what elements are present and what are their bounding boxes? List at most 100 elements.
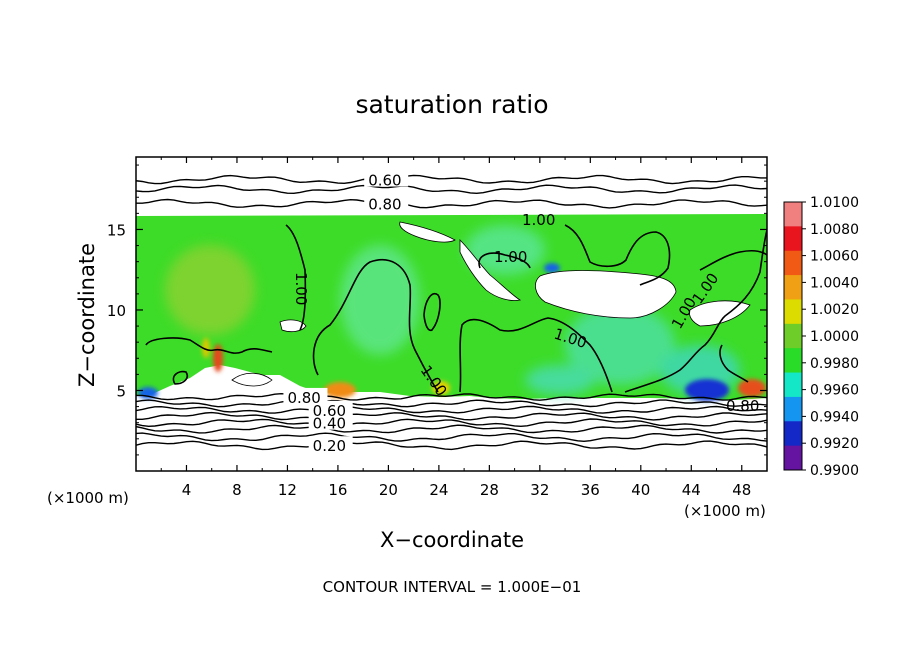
lower-contours <box>136 392 767 451</box>
contour-label: 0.40 <box>313 415 346 433</box>
white-hole <box>459 239 522 301</box>
x-unit-label: (×1000 m) <box>684 502 766 520</box>
contour-line <box>136 432 767 443</box>
colorbar-swatch <box>784 445 802 471</box>
contour-line <box>136 184 767 195</box>
colorbar-label: 1.0000 <box>810 329 859 345</box>
yellowish-patch <box>165 245 255 335</box>
y-axis-ticks: 5 10 15 <box>107 164 767 456</box>
contour-line <box>136 411 767 421</box>
yellow-patch <box>432 381 450 395</box>
white-hole <box>231 372 273 387</box>
colorbar-swatch <box>784 421 802 447</box>
contour-label: 0.80 <box>287 389 320 407</box>
x-tick-label: 12 <box>278 481 297 499</box>
contour-line <box>136 174 767 185</box>
contour-line <box>423 293 441 332</box>
colorbar-label: 1.0060 <box>810 249 859 265</box>
x-axis-label: X−coordinate <box>380 528 524 552</box>
colorbar-label: 1.0100 <box>810 195 859 211</box>
contour-line <box>136 440 767 451</box>
colorbar-label: 0.9900 <box>810 463 859 479</box>
upper-contours <box>136 174 767 209</box>
x-tick-label: 48 <box>732 481 751 499</box>
cyan-patch <box>340 245 420 355</box>
contour-label-backing <box>283 387 328 404</box>
contour-labels: 0.200.400.600.800.600.80 <box>283 170 409 455</box>
white-hole <box>399 221 456 243</box>
colorbar-label: 1.0080 <box>810 222 859 238</box>
contour-line <box>285 224 307 331</box>
contour-label-backing <box>308 413 353 430</box>
inline-contour-label: 1.00 <box>292 272 310 305</box>
y-tick-label: 15 <box>107 221 126 239</box>
contours-1.00 <box>145 224 767 393</box>
field-variations <box>165 225 740 395</box>
cyan-patch <box>565 305 675 385</box>
colorbar-label: 1.0040 <box>810 275 859 291</box>
colorbar-label: 1.0020 <box>810 302 859 318</box>
contour-line <box>136 405 767 414</box>
x-tick-label: 36 <box>581 481 600 499</box>
contour-line <box>312 259 439 393</box>
contour-line <box>145 337 273 354</box>
contour-line <box>699 249 767 271</box>
colorbar-swatch <box>784 226 802 252</box>
x-tick-label: 20 <box>379 481 398 499</box>
plot-frame <box>135 156 768 472</box>
cyan-patch <box>525 365 595 395</box>
red-patch <box>213 344 223 372</box>
colorbar-label: 0.9940 <box>810 409 859 425</box>
contour-line <box>136 424 767 434</box>
colorbar-swatch <box>784 202 802 227</box>
colorbar: 1.0100 1.0080 1.0060 1.0040 1.0020 1.0000 0.99… <box>783 195 859 479</box>
y-unit-label: (×1000 m) <box>47 489 129 507</box>
y-tick-label: 5 <box>116 382 126 400</box>
x-tick-label: 32 <box>530 481 549 499</box>
colorbar-swatch <box>784 372 802 398</box>
yellow-patch <box>202 338 210 358</box>
contour-line <box>564 224 671 286</box>
contour-label-backing <box>364 170 409 187</box>
inline-contour-label: 0.80 <box>726 397 759 415</box>
colorbar-swatch <box>784 250 802 276</box>
contour-label: 0.20 <box>313 437 346 455</box>
x-axis-ticks: 4 8 12 16 20 24 28 32 36 40 44 48 <box>160 157 751 499</box>
contour-label: 0.60 <box>368 172 401 190</box>
colorbar-label: 0.9920 <box>810 436 859 452</box>
orange-patch <box>324 382 356 398</box>
contour-line <box>624 229 767 393</box>
x-tick-label: 28 <box>480 481 499 499</box>
colorbar-label: 0.9980 <box>810 356 859 372</box>
contour-label-backing <box>364 194 409 211</box>
colorbar-swatch <box>784 299 802 325</box>
contour-line <box>719 344 749 383</box>
contour-line <box>136 392 767 401</box>
blue-patch <box>544 263 560 273</box>
contour-line <box>172 370 189 385</box>
contour-interval-note: CONTOUR INTERVAL = 1.000E−01 <box>323 578 582 596</box>
inline-contour-label: 1.00 <box>522 211 555 229</box>
saturation-field <box>136 214 767 401</box>
colorbar-label: 0.9960 <box>810 383 859 399</box>
x-tick-label: 16 <box>328 481 347 499</box>
contour-line <box>459 317 613 393</box>
contour-line <box>136 198 767 209</box>
plot-area: 0.200.400.600.800.600.80 1.00 1.00 1.00 … <box>136 170 767 455</box>
contour-line <box>136 418 767 428</box>
blue-patch <box>685 379 729 401</box>
x-tick-label: 40 <box>631 481 650 499</box>
inline-contour-label: 1.00 <box>494 248 527 266</box>
y-tick-label: 10 <box>107 302 126 320</box>
x-tick-label: 4 <box>182 481 192 499</box>
x-tick-label: 24 <box>429 481 448 499</box>
contour-line <box>136 399 767 408</box>
colorbar-swatch <box>784 323 802 349</box>
y-axis-label: Z−coordinate <box>75 243 99 387</box>
x-tick-label: 44 <box>682 481 701 499</box>
contour-label-backing <box>308 436 353 453</box>
colorbar-swatch <box>784 348 802 374</box>
chart-title: saturation ratio <box>355 90 548 119</box>
contour-label-backing <box>308 400 353 417</box>
